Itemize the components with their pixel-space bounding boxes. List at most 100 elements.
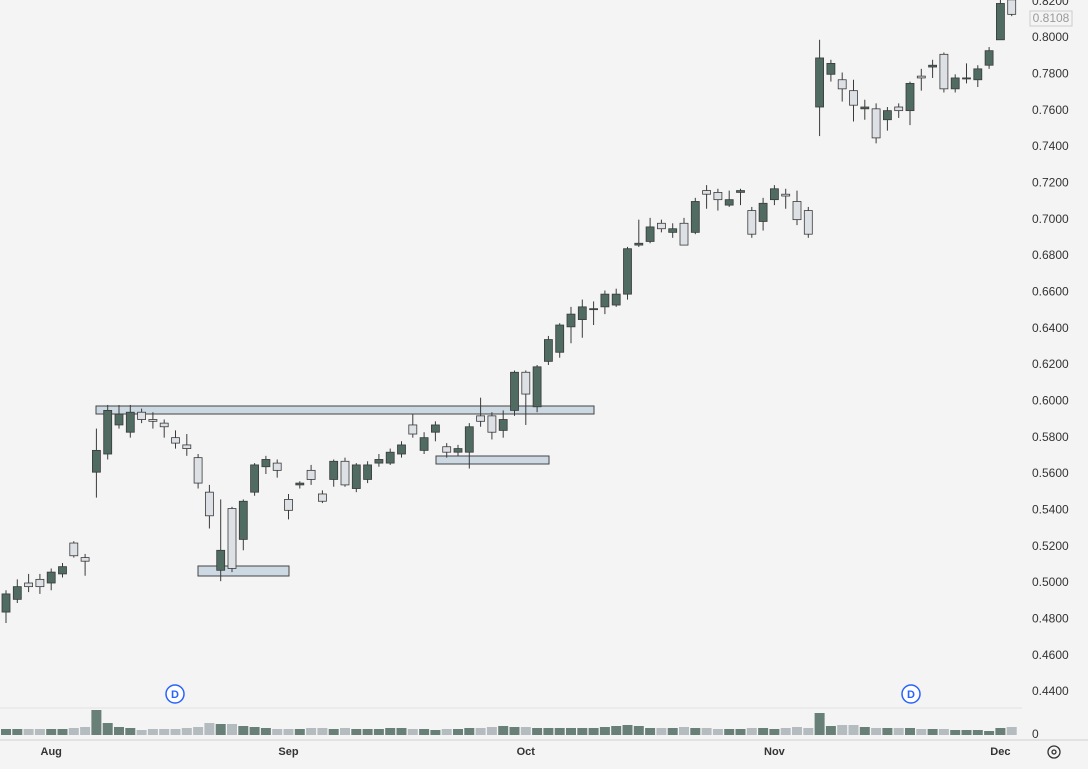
volume-bar xyxy=(23,729,34,735)
candle-body xyxy=(702,190,711,195)
volume-bar xyxy=(645,728,656,735)
volume-bar xyxy=(272,729,283,735)
candle-body xyxy=(351,464,361,489)
candle-body xyxy=(1007,0,1017,15)
volume-bar xyxy=(916,729,927,735)
y-tick-label: 0.8200 xyxy=(1032,0,1069,8)
volume-bar xyxy=(385,728,396,735)
volume-bar xyxy=(114,727,124,735)
candle-body xyxy=(589,308,598,311)
candle-body xyxy=(125,411,135,433)
candle-body xyxy=(397,444,406,455)
x-tick-label: Nov xyxy=(764,746,786,758)
volume-bar xyxy=(792,727,802,735)
volume-bar xyxy=(905,728,915,735)
volume-bar xyxy=(373,729,384,735)
candle-body xyxy=(634,242,644,246)
volume-bar xyxy=(667,728,678,735)
volume-bar xyxy=(554,728,565,735)
candle-body xyxy=(521,371,531,395)
y-tick-label: 0.8000 xyxy=(1032,30,1069,44)
volume-bar xyxy=(294,729,305,735)
candle-body xyxy=(204,491,214,517)
event-marker[interactable]: D xyxy=(165,684,185,704)
candle-body xyxy=(498,419,508,431)
event-circle[interactable] xyxy=(165,684,185,704)
candle-body xyxy=(58,566,67,575)
volume-bar xyxy=(215,724,226,735)
candle-body xyxy=(566,313,576,328)
volume-bar xyxy=(396,728,407,735)
event-label[interactable]: D xyxy=(907,689,915,701)
candle-body xyxy=(250,464,260,493)
volume-bar xyxy=(136,730,147,735)
candle-body xyxy=(996,3,1005,41)
volume-bar xyxy=(984,731,995,735)
volume-bar xyxy=(147,729,158,735)
candle-body xyxy=(137,411,147,420)
volume-bar xyxy=(362,729,373,735)
event-label[interactable]: D xyxy=(171,689,179,701)
volume-bar xyxy=(12,729,23,735)
candle-body xyxy=(758,202,768,222)
volume-bar xyxy=(317,728,328,735)
candle-body xyxy=(35,578,45,588)
event-marker[interactable]: D xyxy=(901,684,921,704)
candle-body xyxy=(770,188,779,201)
volume-bar xyxy=(633,726,644,735)
settings-core[interactable] xyxy=(1051,749,1057,755)
candle-body xyxy=(962,77,971,80)
candle-body xyxy=(600,293,610,308)
volume-bar xyxy=(520,727,531,735)
candle-body xyxy=(284,499,293,511)
volume-bar xyxy=(588,728,599,735)
volume-bar xyxy=(80,727,91,735)
zone xyxy=(95,405,595,415)
volume-bar xyxy=(927,729,938,735)
volume-bar xyxy=(837,725,848,735)
y-tick-label: 0.6400 xyxy=(1032,321,1069,335)
candle-body xyxy=(238,500,248,540)
candle-body xyxy=(657,222,666,230)
y-tick-label: 0.5800 xyxy=(1032,430,1069,444)
volume-bar xyxy=(543,728,554,735)
candle-body xyxy=(837,79,847,90)
volume-bar xyxy=(498,726,509,735)
candle-body xyxy=(182,444,192,449)
candle-body xyxy=(227,508,237,569)
volume-bar xyxy=(622,725,633,735)
settings-ring[interactable] xyxy=(1047,745,1061,759)
y-tick-label: 0.7800 xyxy=(1032,66,1069,80)
volume-bar xyxy=(577,728,588,735)
volume-bar xyxy=(283,729,294,735)
settings-icon[interactable] xyxy=(1047,745,1061,759)
volume-bar xyxy=(441,729,452,735)
volume-bar xyxy=(340,728,350,735)
y-tick-label: 0.5000 xyxy=(1032,575,1069,589)
volume-bar xyxy=(972,730,983,735)
x-tick-label: Oct xyxy=(517,746,536,758)
volume-bar xyxy=(656,728,667,735)
candle-body xyxy=(826,63,836,75)
marks xyxy=(1,0,1017,735)
candle-body xyxy=(973,68,983,81)
event-circle[interactable] xyxy=(901,684,921,704)
candle-body xyxy=(781,193,791,197)
volume-bar xyxy=(701,728,712,735)
volume-bar xyxy=(1006,727,1017,735)
candle-body xyxy=(532,366,542,408)
volume-bar xyxy=(204,723,215,735)
candle-body xyxy=(860,106,870,110)
volume-bar xyxy=(871,728,882,735)
candle-body xyxy=(623,248,632,295)
last-price-box xyxy=(1029,10,1073,27)
candle-body xyxy=(216,549,226,571)
candle-body xyxy=(329,460,339,480)
candle-body xyxy=(883,110,892,121)
volume-bar xyxy=(260,728,271,735)
candle-body xyxy=(544,339,553,362)
y-tick-label: 0.6200 xyxy=(1032,357,1069,371)
candle-body xyxy=(171,437,180,444)
candle-body xyxy=(419,437,429,451)
